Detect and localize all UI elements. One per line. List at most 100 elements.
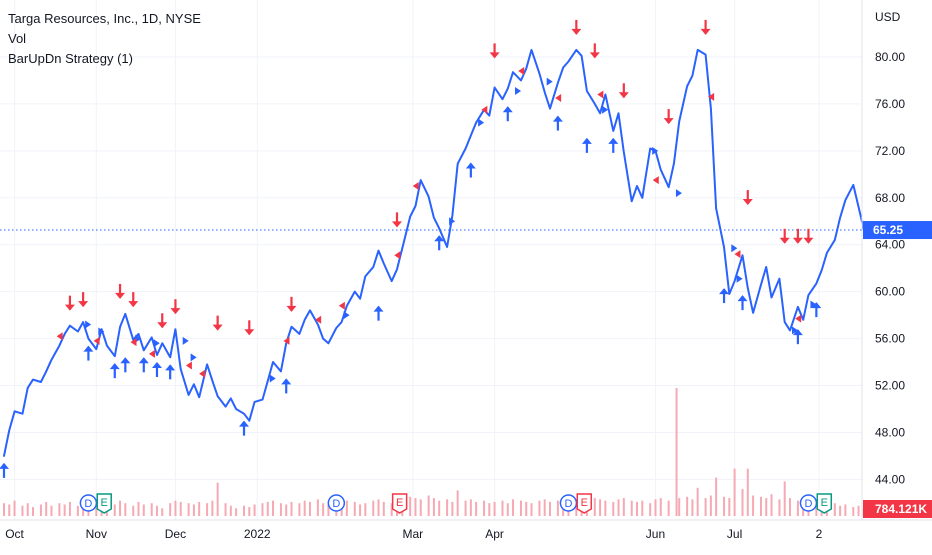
volume-bar (723, 496, 726, 516)
volume-bar (39, 504, 42, 516)
volume-bar (372, 500, 375, 516)
dividend-marker[interactable]: D (799, 494, 818, 512)
price-tick-label: 60.00 (875, 285, 905, 299)
buy-arrow-head (465, 162, 476, 169)
buy-arrow-head (552, 115, 563, 122)
long-entry-marker (269, 374, 276, 383)
sell-signal-arrow (663, 109, 674, 125)
dividend-marker[interactable]: D (559, 494, 578, 512)
short-entry-marker (652, 176, 659, 185)
volume-bar (432, 498, 435, 516)
sell-arrow-head (78, 301, 89, 308)
sell-signal-arrow (700, 19, 711, 35)
time-scale[interactable]: Oct Nov Dec 2022 Mar Apr Jun Jul 2 (5, 527, 822, 541)
buy-arrow-head (792, 329, 803, 336)
time-tick-label: Mar (402, 527, 423, 541)
buy-arrow-head (109, 363, 120, 370)
volume-bar (622, 498, 625, 516)
dividend-marker[interactable]: D (327, 494, 346, 512)
buy-arrow-head (373, 305, 384, 312)
short-entry-marker (795, 314, 802, 323)
strategy-legend[interactable]: BarUpDn Strategy (1) (8, 51, 133, 66)
buy-arrow-head (581, 137, 592, 144)
volume-bar (501, 500, 504, 516)
volume-bar (113, 504, 116, 516)
sell-signal-arrow (212, 315, 223, 331)
dividend-circle-icon (327, 494, 346, 512)
symbol-legend[interactable]: Targa Resources, Inc., 1D, NYSE (8, 11, 201, 26)
volume-bar (630, 500, 633, 516)
strategy-signals (0, 19, 822, 478)
time-tick-label: Nov (86, 527, 107, 541)
buy-signal-arrow (581, 137, 592, 153)
short-entry-marker (412, 182, 419, 191)
volume-bar (169, 503, 172, 516)
volume-bar (770, 494, 773, 516)
volume-bar (446, 499, 449, 516)
price-tick-label: 76.00 (875, 97, 905, 111)
buy-signal-arrow (552, 115, 563, 131)
volume-bar (95, 504, 98, 516)
volume-bar (483, 500, 486, 516)
buy-signal-arrow (719, 288, 730, 304)
volume-bar (266, 501, 269, 516)
sell-signal-arrow (803, 228, 814, 244)
short-entry-marker (597, 90, 604, 99)
volume-bar (593, 498, 596, 516)
volume-bar (709, 495, 712, 516)
volume-bar (733, 468, 736, 516)
sell-arrow-head (589, 52, 600, 59)
volume-bar (187, 503, 190, 516)
volume-bar (150, 503, 153, 516)
volume-bar (409, 496, 412, 516)
volume-bar (285, 504, 288, 516)
buy-signal-arrow (138, 357, 149, 373)
sell-arrow-head (64, 304, 75, 311)
sell-arrow-head (244, 329, 255, 336)
earnings-shield-icon (391, 493, 408, 514)
volume-bar (857, 505, 860, 516)
volume-bar (575, 500, 578, 516)
volume-bar (691, 499, 694, 516)
short-entry-marker (518, 67, 525, 76)
long-entry-marker (85, 320, 92, 329)
dividend-circle-icon (559, 494, 578, 512)
earnings-marker[interactable]: E (391, 493, 408, 514)
volume-bar (741, 489, 744, 516)
volume-bar (704, 498, 707, 516)
volume-bar (13, 500, 16, 516)
price-tick-label: 52.00 (875, 379, 905, 393)
long-entry-marker (153, 339, 160, 348)
volume-legend[interactable]: Vol (8, 31, 26, 46)
earnings-label: E (396, 497, 403, 509)
earnings-marker[interactable]: E (96, 493, 112, 514)
sell-arrow-head (212, 324, 223, 331)
earnings-marker[interactable]: E (576, 493, 593, 514)
sell-arrow-head (571, 28, 582, 35)
volume-bar (198, 501, 201, 516)
volume-bar (58, 503, 61, 516)
volume-bar (427, 495, 430, 516)
volume-bar (253, 504, 256, 516)
volume-bar (68, 501, 71, 516)
buy-signal-arrow (502, 106, 513, 122)
volume-bar (783, 481, 786, 516)
buy-arrow-head (502, 106, 513, 113)
volume-bar (248, 507, 251, 516)
volume-bar (475, 501, 478, 516)
buy-signal-arrow (373, 305, 384, 321)
volume-bar (137, 501, 140, 516)
dividend-marker[interactable]: D (79, 494, 98, 512)
long-entry-marker (731, 244, 738, 253)
buy-signal-arrow (465, 162, 476, 178)
price-tick-label: 72.00 (875, 144, 905, 158)
price-scale[interactable]: 80.00 76.00 72.00 68.00 64.00 60.00 56.00 52.00… (875, 50, 905, 486)
earnings-marker[interactable]: E (816, 493, 833, 514)
volume-bar (493, 501, 496, 516)
dividend-label: D (564, 498, 572, 510)
volume-bar (556, 500, 559, 516)
sell-arrow-head (286, 305, 297, 312)
